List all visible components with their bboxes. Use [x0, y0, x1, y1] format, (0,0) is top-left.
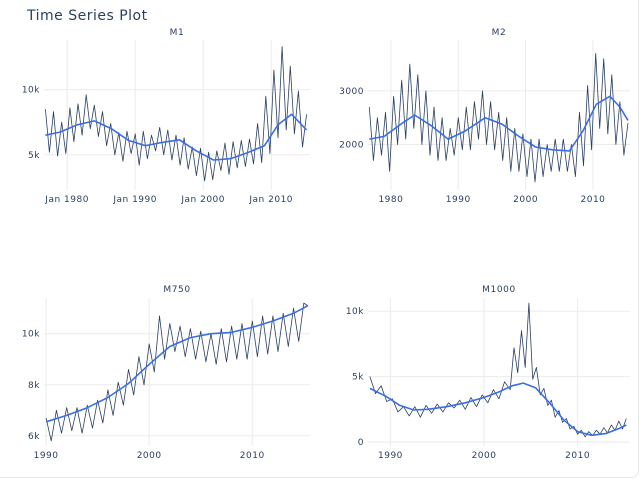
x-tick-label: 2000: [513, 195, 538, 205]
raw-series-line: [45, 302, 309, 442]
panel-m1000: M1000 1990 2000 2010 0 5k 10k: [346, 285, 630, 461]
y-tick-label: 6k: [28, 432, 40, 442]
subplot-title: M2: [492, 28, 507, 38]
subplot-title: M1: [170, 28, 185, 38]
x-tick-label: 2010: [581, 195, 606, 205]
y-tick-label: 10k: [22, 86, 40, 96]
x-tick-label: 1990: [378, 451, 403, 461]
subplot-title: M1000: [482, 285, 516, 295]
panel-m2: M2 1980 1990 2000 2010 2000 3000: [339, 28, 630, 205]
raw-series-line: [368, 53, 629, 183]
x-tick-label: Jan 1980: [44, 195, 89, 205]
raw-series-line: [369, 302, 627, 438]
y-tick-label: 10k: [346, 307, 364, 317]
subplot-title: M750: [163, 285, 190, 295]
panel-m750: M750 1990 2000 2010 6k 8k 10k: [22, 285, 310, 461]
figure-title: Time Series Plot: [27, 8, 148, 24]
x-tick-label: 2010: [240, 451, 265, 461]
y-tick-label: 5k: [28, 151, 40, 161]
panel-m1: M1 Jan 1980 Jan 1990 Jan 2000 Jan 2010 5k 10k: [22, 28, 310, 205]
raw-series-line: [45, 46, 307, 182]
x-tick-label: Jan 2000: [180, 195, 225, 205]
y-tick-label: 3000: [339, 87, 364, 97]
y-tick-label: 5k: [352, 373, 364, 383]
y-tick-label: 2000: [339, 140, 364, 150]
x-tick-label: 1990: [34, 451, 59, 461]
trend-line: [369, 382, 627, 437]
x-tick-label: Jan 1990: [112, 195, 157, 205]
x-tick-label: 2000: [472, 451, 497, 461]
trend-line: [45, 304, 309, 423]
x-tick-label: 2000: [137, 451, 162, 461]
y-tick-label: 8k: [28, 381, 40, 391]
x-tick-label: 1980: [378, 195, 403, 205]
x-tick-label: Jan 2010: [248, 195, 293, 205]
x-tick-label: 2010: [565, 451, 590, 461]
y-tick-label: 0: [358, 438, 364, 448]
trend-line: [45, 113, 308, 161]
x-tick-label: 1990: [446, 195, 471, 205]
y-tick-label: 10k: [22, 330, 40, 340]
trend-line: [369, 95, 629, 152]
